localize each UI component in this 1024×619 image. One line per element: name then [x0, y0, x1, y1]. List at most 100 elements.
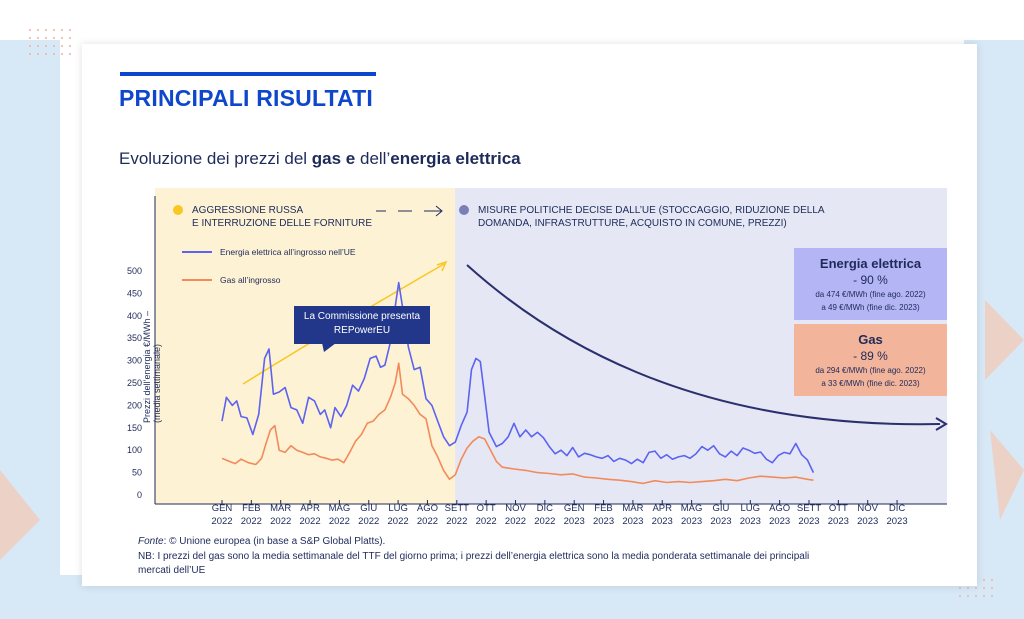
- energy-box-title: Energia elettrica: [819, 256, 922, 271]
- x-tick-month: LUG: [741, 503, 761, 514]
- y-tick-label: 100: [127, 445, 142, 455]
- yellow-arrow-head-icon: [436, 260, 448, 272]
- source-text: : © Unione europea (in base a S&P Global…: [163, 536, 386, 547]
- x-tick-year: 2022: [299, 516, 320, 527]
- x-tick-year: 2022: [476, 516, 497, 527]
- x-tick-year: 2022: [241, 516, 262, 527]
- decline-arrow: [466, 264, 941, 426]
- y-tick-label: 200: [127, 400, 142, 410]
- page-title: PRINCIPALI RISULTATI: [119, 85, 374, 111]
- x-tick-month: GIU: [713, 503, 730, 514]
- x-tick-year: 2023: [857, 516, 878, 527]
- period-eu-line1: MISURE POLITICHE DECISE DALL’UE (STOCCAG…: [478, 205, 825, 216]
- y-axis-label-line2: (media settimanale): [152, 344, 162, 423]
- x-tick-year: 2023: [564, 516, 585, 527]
- x-tick-month: GEN: [564, 503, 585, 514]
- x-tick-month: NOV: [505, 503, 526, 514]
- period-eu-line2: DOMANDA, INFRASTRUTTURE, ACQUISTO IN COM…: [478, 218, 787, 229]
- repowereu-callout: La Commissione presenta REPowerEU: [294, 306, 430, 344]
- x-tick-year: 2022: [505, 516, 526, 527]
- x-tick-month: FEB: [594, 503, 612, 514]
- y-tick-label: 150: [127, 423, 142, 433]
- gas-box-from: da 294 €/MWh (fine ago. 2022): [815, 366, 926, 375]
- y-tick-label: 500: [127, 266, 142, 276]
- x-tick-month: SETT: [797, 503, 821, 514]
- purple-dot-icon: [459, 205, 469, 215]
- x-tick-year: 2022: [388, 516, 409, 527]
- energy-box-from: da 474 €/MWh (fine ago. 2022): [815, 290, 926, 299]
- x-tick-month: MAR: [622, 503, 643, 514]
- series-line-electricity: [221, 281, 815, 473]
- x-tick-year: 2022: [446, 516, 467, 527]
- period-aggression-line1: AGGRESSIONE RUSSA: [192, 205, 304, 216]
- y-tick-label: 50: [132, 468, 142, 478]
- series-line-gas: [221, 362, 814, 485]
- x-tick-year: 2023: [681, 516, 702, 527]
- x-tick-month: AGO: [417, 503, 438, 514]
- gas-box-to: a 33 €/MWh (fine dic. 2023): [821, 379, 920, 388]
- source-note: Fonte: © Unione europea (in base a S&P G…: [138, 536, 385, 547]
- x-tick-month: FEB: [242, 503, 260, 514]
- x-tick-month: DIC: [889, 503, 906, 514]
- callout-line1: La Commissione presenta: [303, 311, 421, 322]
- x-tick-month: GEN: [212, 503, 233, 514]
- y-tick-label: 450: [127, 288, 142, 298]
- chart-subtitle: Evoluzione dei prezzi del gas e dell’ene…: [119, 149, 521, 168]
- energy-box-to: a 49 €/MWh (fine dic. 2023): [821, 303, 920, 312]
- energy-summary-box: Energia elettrica - 90 % da 474 €/MWh (f…: [794, 248, 947, 320]
- x-tick-year: 2023: [710, 516, 731, 527]
- y-tick-label: 0: [137, 490, 142, 500]
- x-tick-month: SETT: [445, 503, 469, 514]
- x-tick-year: 2022: [534, 516, 555, 527]
- x-tick-year: 2023: [652, 516, 673, 527]
- decline-arrow-head-icon: [935, 417, 948, 431]
- nb-note-line2: mercati dell’UE: [138, 565, 206, 576]
- x-tick-month: LUG: [388, 503, 408, 514]
- x-tick-month: AGO: [769, 503, 790, 514]
- x-tick-year: 2023: [769, 516, 790, 527]
- source-label: Fonte: [138, 536, 164, 547]
- x-tick-month: OTT: [477, 503, 496, 514]
- x-tick-year: 2022: [358, 516, 379, 527]
- nb-note-line1: NB: I prezzi del gas sono la media setti…: [138, 551, 810, 562]
- x-tick-year: 2022: [211, 516, 232, 527]
- x-tick-month: MAG: [329, 503, 351, 514]
- x-tick-month: APR: [300, 503, 320, 514]
- x-tick-month: GIU: [360, 503, 377, 514]
- gas-summary-box: Gas - 89 % da 294 €/MWh (fine ago. 2022)…: [794, 324, 947, 396]
- yellow-dot-icon: [173, 205, 183, 215]
- callout-pointer: [322, 343, 336, 352]
- period-label-eu-measures: MISURE POLITICHE DECISE DALL’UE (STOCCAG…: [478, 204, 825, 230]
- x-tick-year: 2023: [622, 516, 643, 527]
- x-tick-month: MAR: [270, 503, 291, 514]
- legend-label-gas: Gas all’ingrosso: [220, 275, 281, 285]
- gas-box-percentage: - 89 %: [853, 349, 888, 363]
- energy-box-percentage: - 90 %: [853, 273, 888, 287]
- x-tick-month: NOV: [857, 503, 878, 514]
- period-label-aggression: AGGRESSIONE RUSSA E INTERRUZIONE DELLE F…: [192, 204, 372, 230]
- y-tick-label: 250: [127, 378, 142, 388]
- x-tick-year: 2022: [270, 516, 291, 527]
- x-tick-year: 2023: [828, 516, 849, 527]
- title-bar-accent: [120, 72, 376, 76]
- x-tick-month: DIC: [537, 503, 554, 514]
- x-tick-month: APR: [652, 503, 672, 514]
- x-tick-year: 2022: [329, 516, 350, 527]
- dashed-arrow-icon: [376, 205, 443, 217]
- y-axis-label-line1: Prezzi dell’energia €/MWh –: [142, 311, 152, 423]
- x-tick-month: OTT: [829, 503, 848, 514]
- x-tick-year: 2023: [798, 516, 819, 527]
- callout-line2: REPowerEU: [333, 325, 391, 336]
- y-tick-label: 300: [127, 356, 142, 366]
- x-tick-month: MAG: [681, 503, 703, 514]
- x-tick-year: 2023: [886, 516, 907, 527]
- x-tick-year: 2023: [593, 516, 614, 527]
- y-tick-label: 350: [127, 333, 142, 343]
- x-tick-year: 2023: [740, 516, 761, 527]
- y-tick-label: 400: [127, 311, 142, 321]
- x-tick-year: 2022: [417, 516, 438, 527]
- legend-label-electricity: Energia elettrica all’ingrosso nell’UE: [220, 247, 356, 257]
- period-aggression-line2: E INTERRUZIONE DELLE FORNITURE: [192, 218, 373, 229]
- gas-box-title: Gas: [858, 332, 883, 347]
